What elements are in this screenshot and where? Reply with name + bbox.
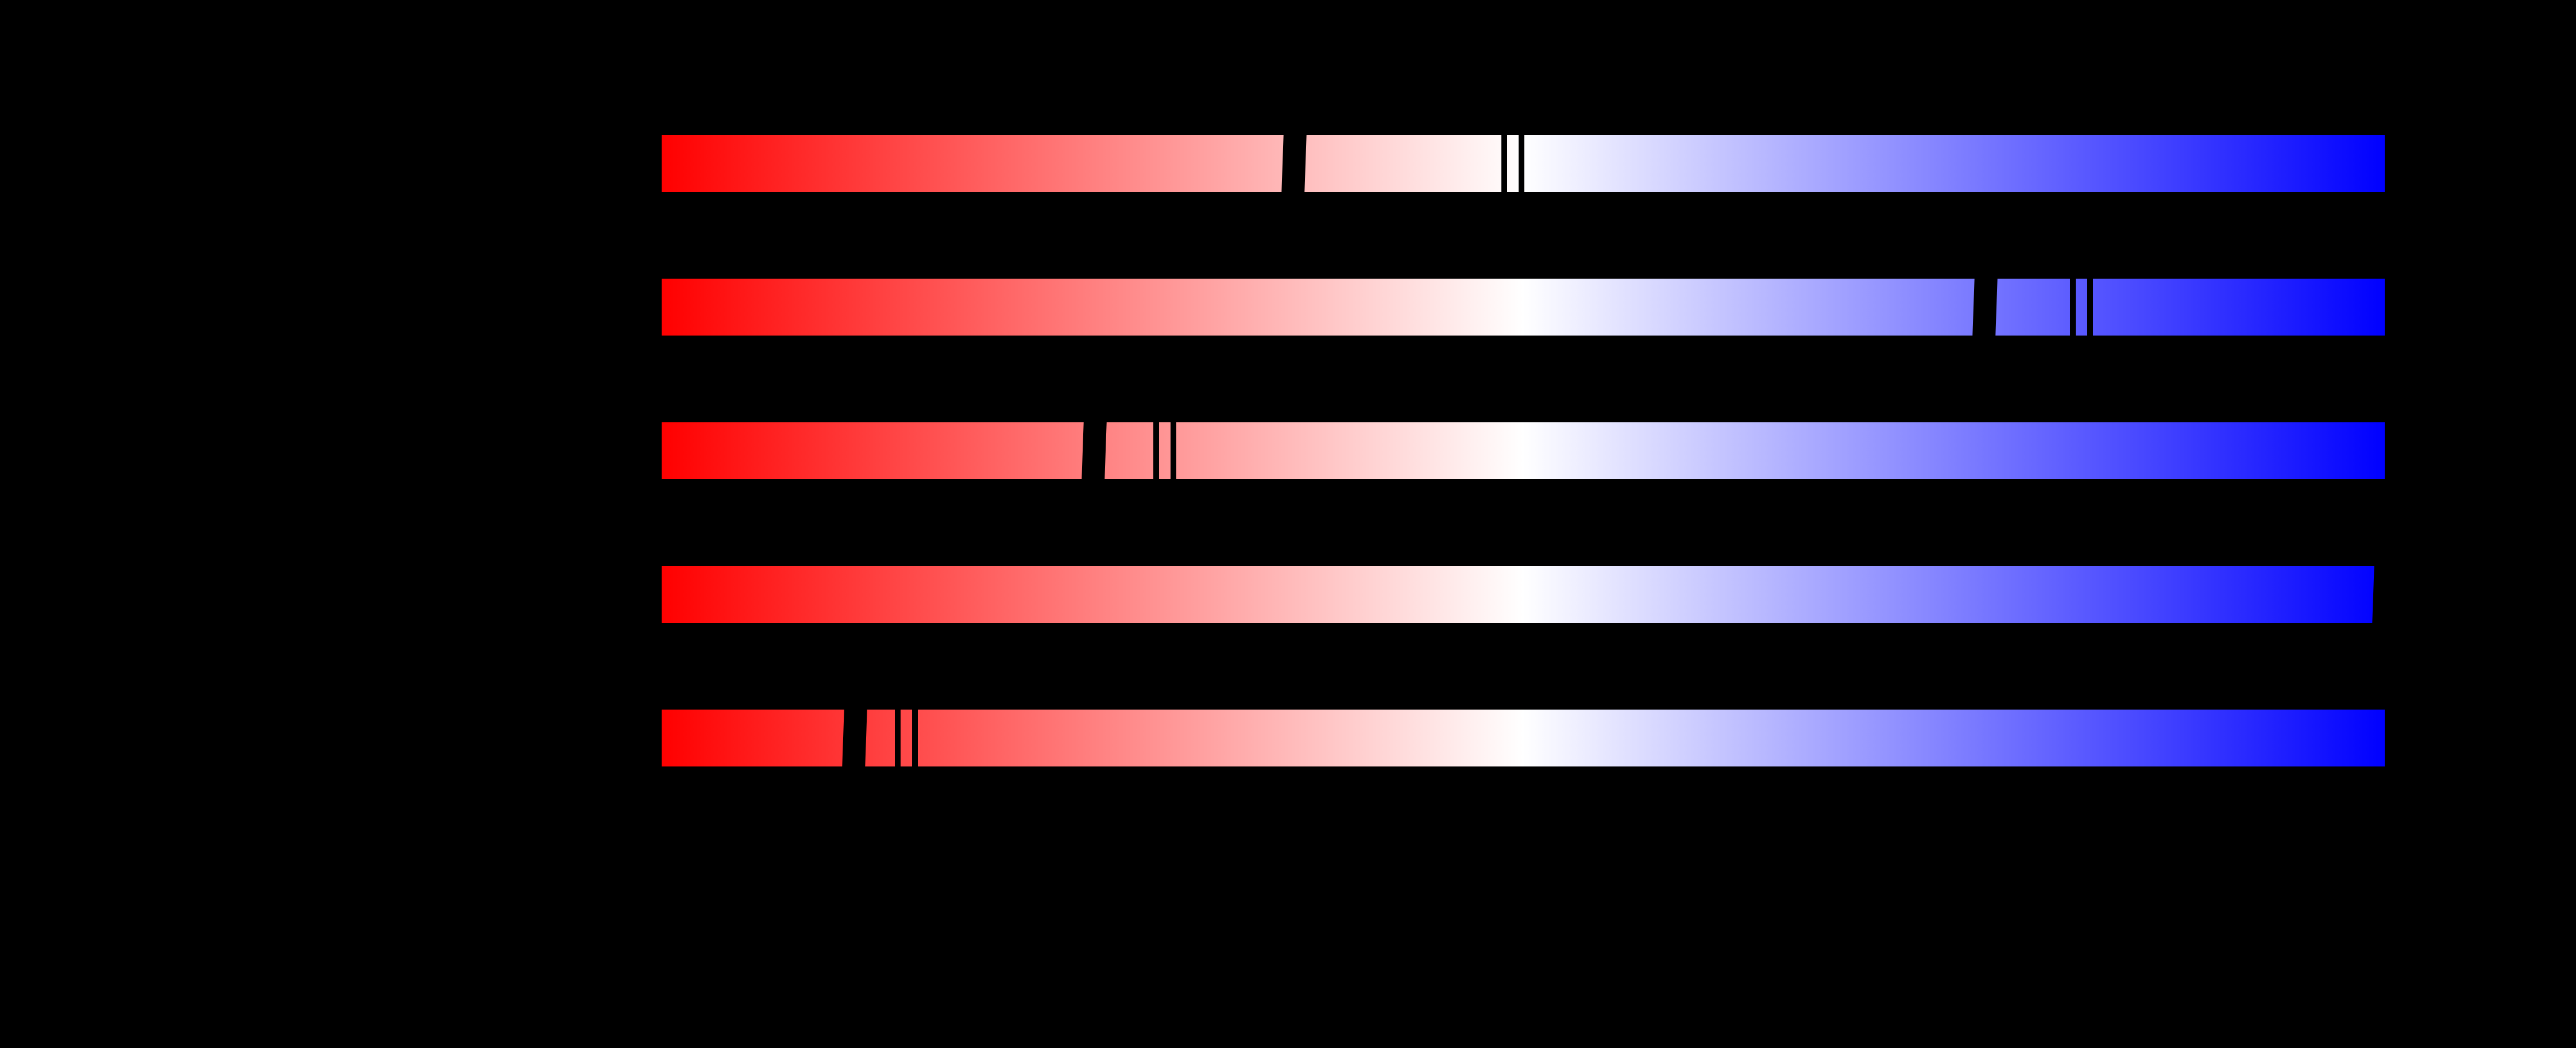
gradient-bar-row (662, 279, 2385, 336)
thin-value-marker (1153, 422, 1159, 479)
thick-value-marker (842, 710, 867, 766)
thick-value-marker (1281, 135, 1307, 192)
thick-value-marker (1972, 279, 1998, 336)
gradient-bar-row (662, 710, 2385, 766)
thin-value-marker (912, 710, 918, 766)
gradient-bar-row (662, 135, 2385, 192)
gradient-bar-row (662, 422, 2385, 479)
thick-value-marker (1082, 422, 1107, 479)
thin-value-marker (895, 710, 901, 766)
thin-value-marker (1519, 135, 1524, 192)
thin-value-marker (2087, 279, 2093, 336)
thin-value-marker (2070, 279, 2076, 336)
thin-value-marker (1501, 135, 1507, 192)
thin-value-marker (1171, 422, 1176, 479)
thick-value-marker (2372, 566, 2385, 623)
gradient-bar-row (662, 566, 2385, 623)
